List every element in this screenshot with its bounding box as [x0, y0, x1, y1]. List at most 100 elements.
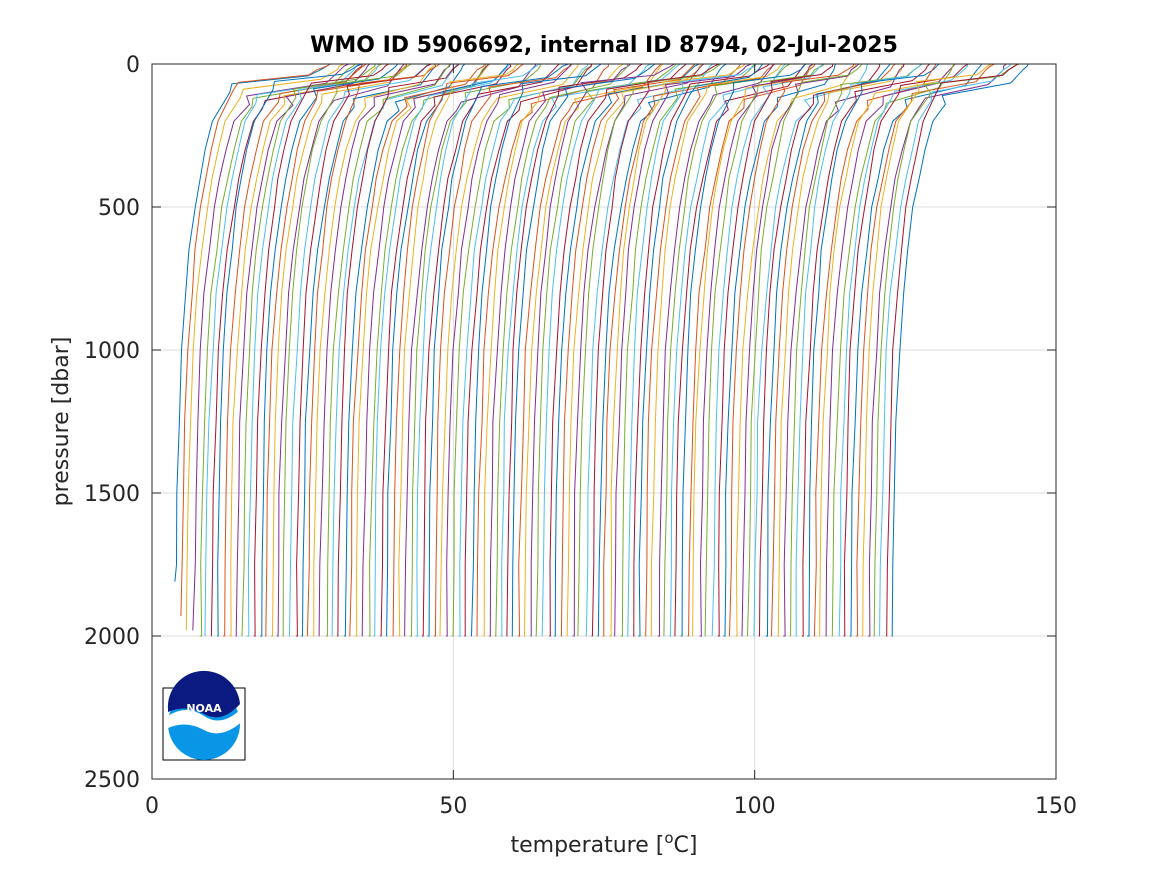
profile-line-85 [680, 63, 806, 637]
profile-line-29 [343, 63, 466, 637]
profile-line-28 [337, 63, 460, 637]
profile-line-30 [349, 63, 485, 637]
logo-white-band [168, 708, 244, 734]
profile-line-109 [825, 63, 956, 637]
x-tick-label: 0 [145, 794, 159, 819]
profile-line-20 [289, 63, 428, 637]
profile-line-52 [482, 63, 624, 637]
profile-line-89 [704, 63, 825, 637]
profile-line-45 [439, 64, 579, 637]
profile-line-26 [325, 63, 451, 637]
profile-line-8 [217, 63, 363, 637]
chart-title: WMO ID 5906692, internal ID 8794, 02-Jul… [310, 33, 898, 58]
profile-line-110 [831, 63, 955, 637]
profile-line-104 [795, 63, 923, 637]
profile-line-92 [723, 63, 837, 637]
profile-line-44 [434, 63, 573, 637]
profile-line-1 [174, 63, 331, 582]
profile-line-56 [506, 63, 643, 637]
profile-line-113 [849, 63, 983, 637]
profile-line-9 [223, 63, 367, 637]
profile-line-78 [638, 63, 764, 637]
profile-line-49 [464, 63, 593, 637]
profile-line-14 [253, 63, 389, 637]
profile-line-13 [247, 63, 381, 637]
profile-line-70 [591, 63, 720, 637]
profile-line-62 [541, 63, 681, 637]
y-tick-label: 1000 [84, 339, 140, 364]
profile-lines [174, 63, 1029, 637]
profile-line-119 [886, 63, 1018, 637]
profile-line-60 [530, 63, 675, 637]
profile-line-32 [361, 63, 489, 637]
profile-line-36 [386, 63, 509, 637]
profile-line-37 [392, 63, 524, 637]
profile-line-107 [813, 63, 937, 637]
profile-line-58 [517, 63, 662, 637]
x-tick-label: 50 [439, 794, 467, 819]
profile-line-111 [838, 63, 969, 637]
profile-line-63 [549, 63, 687, 637]
y-axis-label: pressure [dbar] [49, 337, 74, 507]
noaa-logo: NOAA [162, 670, 246, 761]
profile-line-39 [404, 63, 537, 637]
profile-line-35 [380, 63, 512, 637]
profile-line-112 [843, 63, 969, 637]
y-tick-label: 500 [98, 196, 140, 221]
profile-line-103 [789, 63, 923, 637]
profile-line-41 [415, 63, 540, 637]
profile-line-27 [331, 63, 458, 637]
axes-box [151, 63, 1057, 780]
x-axis-label: temperature [oC] [510, 829, 697, 858]
profile-line-25 [318, 63, 451, 637]
profile-line-21 [295, 63, 432, 637]
x-tick-label: 100 [734, 794, 776, 819]
x-axis-label-end: C] [674, 833, 698, 858]
profile-line-82 [663, 63, 791, 637]
profile-line-19 [282, 63, 412, 637]
profile-line-15 [260, 63, 399, 637]
profile-line-118 [879, 63, 1012, 637]
profile-line-50 [471, 63, 602, 637]
profile-line-120 [891, 63, 1029, 637]
profile-line-16 [265, 63, 408, 637]
profile-line-46 [446, 63, 572, 637]
x-tick-label: 150 [1035, 794, 1077, 819]
profile-line-106 [807, 63, 940, 637]
profile-line-51 [476, 63, 609, 637]
y-tick-label: 2000 [84, 625, 140, 650]
profile-line-114 [856, 63, 995, 637]
profile-line-93 [729, 63, 855, 637]
profile-line-47 [451, 63, 592, 637]
profile-line-2 [180, 63, 331, 617]
logo-text: NOAA [186, 702, 222, 715]
y-tick-label: 2500 [84, 768, 140, 793]
profile-line-105 [802, 63, 931, 637]
profile-line-6 [204, 63, 360, 637]
x-axis-label-main: temperature [ [510, 833, 664, 858]
axis-ticks [151, 63, 1057, 780]
profile-line-18 [276, 63, 405, 637]
y-tick-label: 0 [126, 53, 140, 78]
y-tick-label: 1500 [84, 482, 140, 507]
profile-line-91 [717, 63, 834, 637]
profile-line-73 [609, 63, 746, 637]
profile-line-94 [735, 63, 857, 637]
profile-line-76 [627, 63, 757, 637]
profile-line-115 [861, 63, 992, 637]
profile-line-81 [657, 63, 773, 637]
profile-line-61 [535, 63, 677, 637]
profile-line-42 [422, 63, 560, 637]
profile-line-116 [868, 63, 1007, 637]
profile-line-40 [409, 63, 541, 637]
x-axis-label-sup: o [664, 829, 673, 847]
profile-line-55 [500, 63, 652, 637]
logo-upper-dome [167, 670, 240, 718]
profile-line-38 [398, 63, 519, 637]
profile-line-96 [747, 63, 863, 637]
profile-line-43 [427, 63, 569, 637]
profile-line-4 [192, 63, 349, 631]
profile-line-80 [650, 63, 783, 637]
